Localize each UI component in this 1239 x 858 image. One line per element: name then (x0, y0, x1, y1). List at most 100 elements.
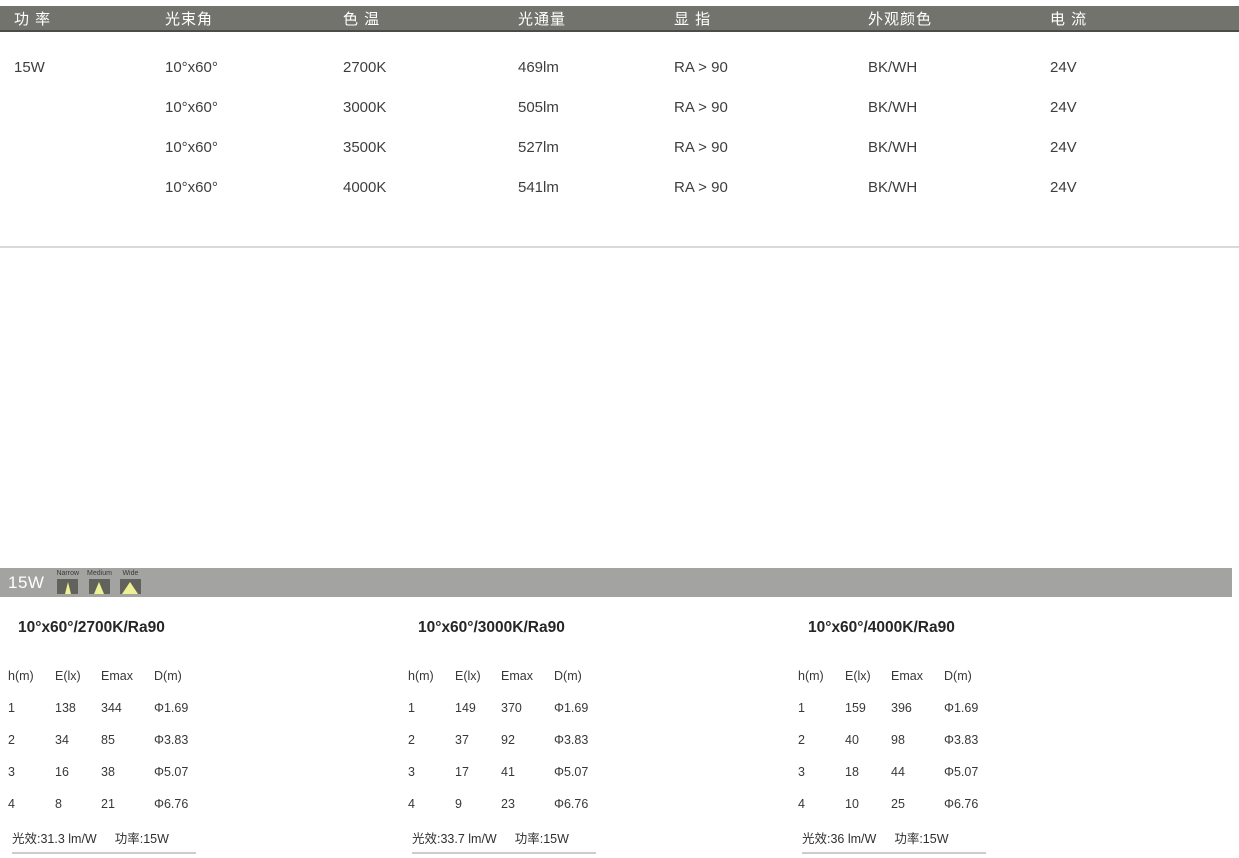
beam-icon-box (88, 579, 110, 594)
photometric-cell: 18 (845, 765, 859, 779)
photometric-column-header: Emax (101, 669, 133, 683)
photometric-cell: Φ5.07 (944, 765, 979, 779)
medium-beam-icon: Medium (87, 570, 112, 594)
photometric-cell: 8 (55, 797, 62, 811)
efficacy-value: 光效:36 lm/W (802, 832, 877, 846)
beam-triangle (64, 582, 71, 594)
spec-cell: 24V (1050, 98, 1077, 116)
beam-triangle (94, 582, 105, 594)
spec-cell: RA > 90 (674, 58, 728, 76)
photometric-row: 4 8 21 Φ6.76 (8, 797, 218, 811)
photometric-cell: Φ6.76 (944, 797, 979, 811)
photometric-header-row: h(m) E(lx) Emax D(m) (798, 669, 1008, 683)
photometric-cell: 98 (891, 733, 905, 747)
photometric-cell: Φ3.83 (154, 733, 189, 747)
photometric-table-title: 10°x60°/2700K/Ra90 (18, 619, 165, 636)
spec-cell: BK/WH (868, 178, 918, 196)
photometric-cell: 2 (408, 733, 415, 747)
photometric-cell: Φ1.69 (944, 701, 979, 715)
photometric-cell: Φ1.69 (154, 701, 189, 715)
section-divider (0, 246, 1239, 248)
spec-cell: 541lm (518, 178, 559, 196)
photometric-cell: Φ3.83 (554, 733, 589, 747)
photometric-table-title: 10°x60°/4000K/Ra90 (808, 619, 955, 636)
spec-cell: 10°x60° (165, 178, 218, 196)
spec-cell: 3000K (343, 98, 387, 116)
photometric-cell: 41 (501, 765, 515, 779)
photometric-footer: 光效:31.3 lm/W 功率:15W (12, 828, 196, 854)
spec-cell: 10°x60° (165, 138, 218, 156)
photometric-cell: 34 (55, 733, 69, 747)
photometric-cell: 44 (891, 765, 905, 779)
photometric-cell: 21 (101, 797, 115, 811)
spec-cell: 4000K (343, 178, 387, 196)
power-value: 功率:15W (514, 832, 569, 846)
photometric-row: 3 17 41 Φ5.07 (408, 765, 618, 779)
spec-cell: 527lm (518, 138, 559, 156)
photometric-cell: 1 (408, 701, 415, 715)
spec-table-header-row: 功 率 光束角 色 温 光通量 显 指 外观颜色 电 流 (0, 6, 1239, 32)
photometric-cell: 40 (845, 733, 859, 747)
photometric-column-header: D(m) (944, 669, 972, 683)
power-value: 功率:15W (114, 832, 169, 846)
spec-column-header: 显 指 (674, 10, 712, 28)
spec-table-row: 10°x60° 4000K 541lm RA > 90 BK/WH 24V (0, 167, 1239, 207)
beam-icons: Narrow Medium Wide (56, 568, 141, 597)
photometric-row: 4 9 23 Φ6.76 (408, 797, 618, 811)
photometric-cell: 4 (8, 797, 15, 811)
photometric-cell: 25 (891, 797, 905, 811)
photometric-cell: 3 (408, 765, 415, 779)
photometric-row: 2 40 98 Φ3.83 (798, 733, 1008, 747)
spec-table-row: 10°x60° 3500K 527lm RA > 90 BK/WH 24V (0, 127, 1239, 167)
photometric-column-header: E(lx) (845, 669, 871, 683)
spec-cell: 3500K (343, 138, 387, 156)
photometric-cell: 3 (8, 765, 15, 779)
photometric-cell: 37 (455, 733, 469, 747)
photometric-table: 10°x60°/2700K/Ra90 h(m) E(lx) Emax D(m) 1 138 3… (8, 616, 238, 858)
photometric-cell: 16 (55, 765, 69, 779)
photometric-cell: 38 (101, 765, 115, 779)
spec-cell: BK/WH (868, 98, 918, 116)
wide-beam-icon: Wide (119, 570, 141, 594)
beam-icon-box (57, 579, 79, 594)
photometric-cell: 344 (101, 701, 122, 715)
photometric-column-header: h(m) (798, 669, 824, 683)
photometric-cell: 3 (798, 765, 805, 779)
spec-column-header: 光束角 (165, 10, 214, 28)
spec-cell: RA > 90 (674, 138, 728, 156)
photometric-cell: 1 (798, 701, 805, 715)
photometric-cell: Φ5.07 (554, 765, 589, 779)
photometric-footer: 光效:36 lm/W 功率:15W (802, 828, 986, 854)
beam-icon-label: Narrow (56, 570, 80, 577)
spec-cell: 24V (1050, 138, 1077, 156)
beam-icon-box (119, 579, 141, 594)
photometric-cell: 1 (8, 701, 15, 715)
photometric-cell: 9 (455, 797, 462, 811)
beam-icon-label: Wide (122, 570, 139, 577)
spec-cell: 2700K (343, 58, 387, 76)
spec-cell: 15W (14, 58, 45, 76)
photometric-row: 4 10 25 Φ6.76 (798, 797, 1008, 811)
spec-cell: BK/WH (868, 138, 918, 156)
spec-table-row: 10°x60° 3000K 505lm RA > 90 BK/WH 24V (0, 87, 1239, 127)
photometric-column-header: D(m) (154, 669, 182, 683)
beam-angle-bar: 15W Narrow Medium Wide (0, 568, 1232, 597)
spec-column-header: 外观颜色 (868, 10, 933, 28)
spec-column-header: 电 流 (1050, 10, 1088, 28)
photometric-cell: Φ3.83 (944, 733, 979, 747)
photometric-header-row: h(m) E(lx) Emax D(m) (8, 669, 218, 683)
photometric-column-header: E(lx) (455, 669, 481, 683)
photometric-table: 10°x60°/4000K/Ra90 h(m) E(lx) Emax D(m) 1 159 3… (798, 616, 1028, 858)
spec-cell: 10°x60° (165, 58, 218, 76)
power-badge: 15W (8, 572, 45, 592)
photometric-footer: 光效:33.7 lm/W 功率:15W (412, 828, 596, 854)
photometric-cell: 370 (501, 701, 522, 715)
spec-column-header: 色 温 (343, 10, 381, 28)
photometric-cell: 85 (101, 733, 115, 747)
photometric-cell: 4 (798, 797, 805, 811)
photometric-cell: 138 (55, 701, 76, 715)
photometric-row: 1 159 396 Φ1.69 (798, 701, 1008, 715)
spec-cell: BK/WH (868, 58, 918, 76)
photometric-cell: Φ5.07 (154, 765, 189, 779)
photometric-row: 1 138 344 Φ1.69 (8, 701, 218, 715)
